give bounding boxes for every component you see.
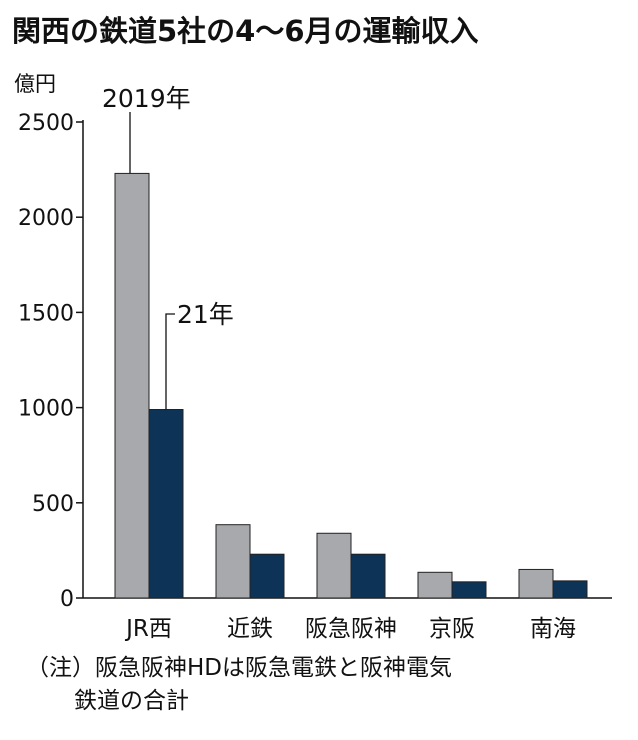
callout-line-2021 bbox=[165, 313, 175, 410]
bar-2019-0 bbox=[114, 172, 150, 599]
x-category-label: 南海 bbox=[530, 616, 576, 642]
y-axis-unit-label: 億円 bbox=[14, 72, 56, 96]
y-tick-label: 2000 bbox=[18, 206, 74, 231]
bar-2021-3 bbox=[451, 581, 487, 599]
footnote-line-2: 鉄道の合計 bbox=[74, 688, 189, 714]
bar-2021-0 bbox=[148, 409, 184, 599]
bar-2019-3 bbox=[417, 571, 453, 599]
bar-2021-1 bbox=[249, 553, 285, 599]
footnote-line-1: （注）阪急阪神HDは阪急電鉄と阪神電気 bbox=[26, 655, 453, 681]
bar-2019-1 bbox=[215, 524, 251, 599]
y-tick-label: 1500 bbox=[18, 301, 74, 326]
bar-2021-4 bbox=[552, 580, 588, 599]
x-category-label: 近鉄 bbox=[227, 616, 273, 642]
series-label-2021: 21年 bbox=[177, 300, 234, 329]
bar-2021-2 bbox=[350, 553, 386, 599]
y-tick-label: 0 bbox=[60, 587, 74, 612]
bar-2019-4 bbox=[518, 568, 554, 599]
x-category-label: 京阪 bbox=[429, 616, 475, 642]
x-category-label: 阪急阪神 bbox=[305, 616, 397, 642]
y-tick-label: 1000 bbox=[18, 397, 74, 422]
y-tick-label: 500 bbox=[32, 492, 74, 517]
series-label-2019: 2019年 bbox=[102, 84, 191, 113]
bar-2019-2 bbox=[316, 532, 352, 599]
y-tick-label: 2500 bbox=[18, 111, 74, 136]
footnote: （注）阪急阪神HDは阪急電鉄と阪神電気 鉄道の合計 bbox=[26, 652, 452, 718]
chart-title: 関西の鉄道5社の4～6月の運輸収入 bbox=[12, 14, 479, 48]
x-category-label: JR西 bbox=[124, 616, 172, 642]
